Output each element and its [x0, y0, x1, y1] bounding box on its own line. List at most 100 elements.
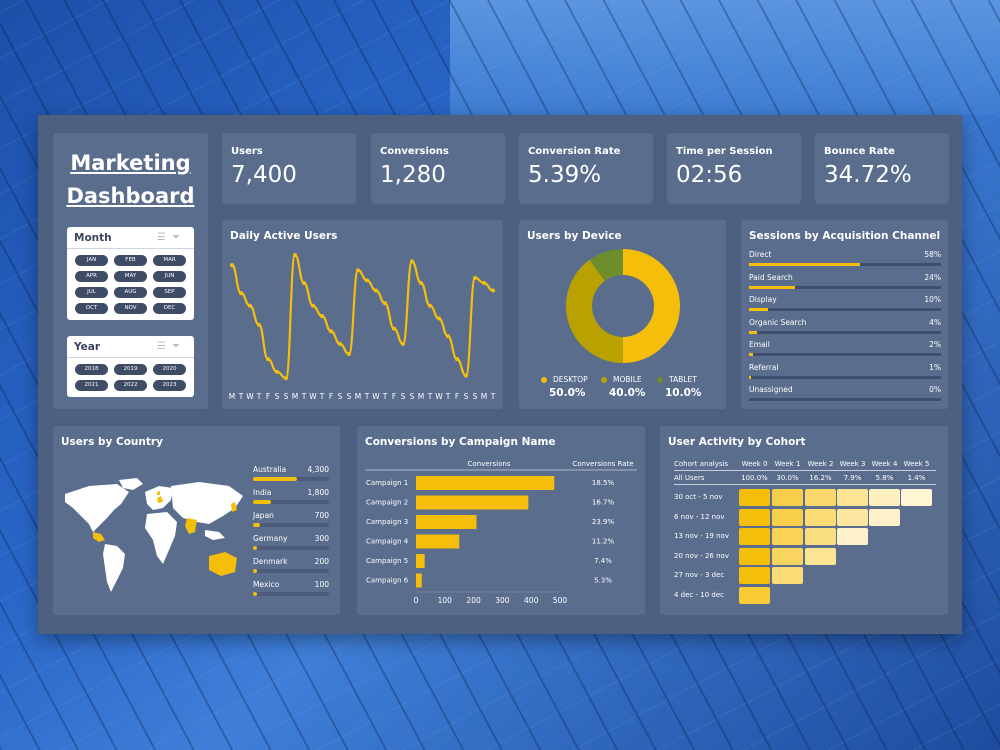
dau-point[interactable]	[446, 334, 450, 339]
cohort-cell[interactable]	[739, 528, 770, 545]
legend-dot	[657, 377, 663, 383]
dau-point[interactable]	[239, 291, 243, 296]
map-germany	[157, 496, 163, 503]
dau-point[interactable]	[482, 280, 486, 285]
dau-point[interactable]	[401, 341, 405, 346]
dau-point[interactable]	[311, 303, 315, 308]
dau-point[interactable]	[410, 259, 414, 264]
dau-day-label: S	[338, 392, 343, 401]
month-chip-nov[interactable]: NOV	[114, 303, 147, 314]
campaign-bar[interactable]	[416, 534, 460, 549]
list-icon[interactable]: ☰	[157, 232, 172, 243]
cohort-cell[interactable]	[772, 528, 803, 545]
dau-point[interactable]	[356, 268, 360, 273]
cohort-cell[interactable]	[805, 547, 836, 565]
dau-day-label: S	[347, 392, 352, 401]
year-chip-2023[interactable]: 2023	[153, 380, 186, 391]
dau-point[interactable]	[491, 288, 495, 293]
month-chip-apr[interactable]: APR	[75, 271, 108, 282]
dau-point[interactable]	[464, 373, 468, 378]
dau-point[interactable]	[320, 313, 324, 318]
month-chip-mar[interactable]: MAR	[153, 255, 186, 266]
year-chip-2022[interactable]: 2022	[114, 380, 147, 391]
dau-point[interactable]	[383, 301, 387, 306]
dau-point[interactable]	[437, 316, 441, 321]
donut-slice-tablet[interactable]	[589, 249, 623, 281]
legend-label: DESKTOP	[553, 375, 588, 384]
cohort-cell[interactable]	[772, 489, 803, 506]
cohort-cell[interactable]	[739, 508, 770, 526]
dau-point[interactable]	[455, 357, 459, 362]
dau-point[interactable]	[428, 303, 432, 308]
donut-slice-desktop[interactable]	[623, 249, 680, 363]
cohort-cell[interactable]	[837, 508, 868, 526]
cohort-cell[interactable]	[739, 489, 770, 506]
month-chip-jun[interactable]: JUN	[153, 271, 186, 282]
cohort-row-label: 30 oct - 5 nov	[674, 493, 723, 501]
cohort-cell[interactable]	[837, 528, 868, 545]
slicer-tools: ☰⏷	[157, 341, 186, 352]
card-title: User Activity by Cohort	[668, 436, 806, 448]
cohort-all-users-value: 5.8%	[875, 474, 894, 482]
country-row: Japan 700	[253, 511, 329, 529]
month-chip-dec[interactable]: DEC	[153, 303, 186, 314]
dau-point[interactable]	[347, 352, 351, 357]
cohort-cell[interactable]	[869, 489, 900, 506]
campaign-bar[interactable]	[416, 554, 425, 568]
dau-point[interactable]	[374, 288, 378, 293]
cohort-cell[interactable]	[739, 586, 770, 604]
cohort-cell[interactable]	[805, 528, 836, 545]
dau-point[interactable]	[230, 263, 234, 268]
filter-clear-icon[interactable]: ⏷	[172, 341, 186, 352]
month-chip-aug[interactable]: AUG	[114, 287, 147, 298]
campaign-bar[interactable]	[416, 495, 529, 510]
dau-point[interactable]	[266, 357, 270, 362]
channel-percent: 24%	[924, 272, 941, 282]
month-chip-jan[interactable]: JAN	[75, 255, 108, 266]
dau-point[interactable]	[257, 322, 261, 327]
country-name: Japan	[253, 511, 274, 520]
month-chip-sep[interactable]: SEP	[153, 287, 186, 298]
month-chip-feb[interactable]: FEB	[114, 255, 147, 266]
year-chip-2021[interactable]: 2021	[75, 380, 108, 391]
month-chip-may[interactable]: MAY	[114, 271, 147, 282]
campaign-bar[interactable]	[416, 476, 555, 490]
campaign-rate: 11.2%	[592, 538, 615, 546]
dau-point[interactable]	[329, 329, 333, 334]
dau-point[interactable]	[365, 278, 369, 283]
cohort-cell[interactable]	[772, 547, 803, 565]
dashboard-panel: Marketing Dashboard Month ☰⏷ JAN FEB MAR AP…	[38, 115, 962, 634]
dau-point[interactable]	[419, 280, 423, 285]
month-chip-oct[interactable]: OCT	[75, 303, 108, 314]
cohort-cell[interactable]	[772, 508, 803, 526]
donut-slice-mobile[interactable]	[566, 259, 623, 363]
campaign-bar[interactable]	[416, 573, 422, 588]
cohort-cell[interactable]	[739, 547, 770, 565]
dau-point[interactable]	[284, 376, 288, 381]
list-icon[interactable]: ☰	[157, 341, 172, 352]
dau-point[interactable]	[338, 341, 342, 346]
cohort-cell[interactable]	[837, 489, 868, 506]
dau-point[interactable]	[473, 275, 477, 280]
cohort-cell[interactable]	[901, 489, 932, 506]
dau-point[interactable]	[275, 369, 279, 374]
cohort-cell[interactable]	[739, 567, 770, 584]
channel-name: Email	[749, 340, 770, 349]
year-chip-2020[interactable]: 2020	[153, 364, 186, 375]
year-chip-2019[interactable]: 2019	[114, 364, 147, 375]
dau-point[interactable]	[248, 303, 252, 308]
filter-clear-icon[interactable]: ⏷	[172, 232, 186, 243]
dau-point[interactable]	[392, 326, 396, 331]
month-chip-jul[interactable]: JUL	[75, 287, 108, 298]
dau-point[interactable]	[302, 280, 306, 285]
cohort-cell[interactable]	[805, 508, 836, 526]
dau-day-label: T	[382, 392, 388, 401]
cohort-cell[interactable]	[805, 489, 836, 506]
year-chip-2018[interactable]: 2018	[75, 364, 108, 375]
cohort-cell[interactable]	[869, 508, 900, 526]
country-bar-track	[253, 500, 329, 504]
campaign-bar[interactable]	[416, 515, 477, 529]
country-bar	[253, 477, 297, 481]
cohort-cell[interactable]	[772, 567, 803, 584]
dau-point[interactable]	[293, 253, 297, 257]
